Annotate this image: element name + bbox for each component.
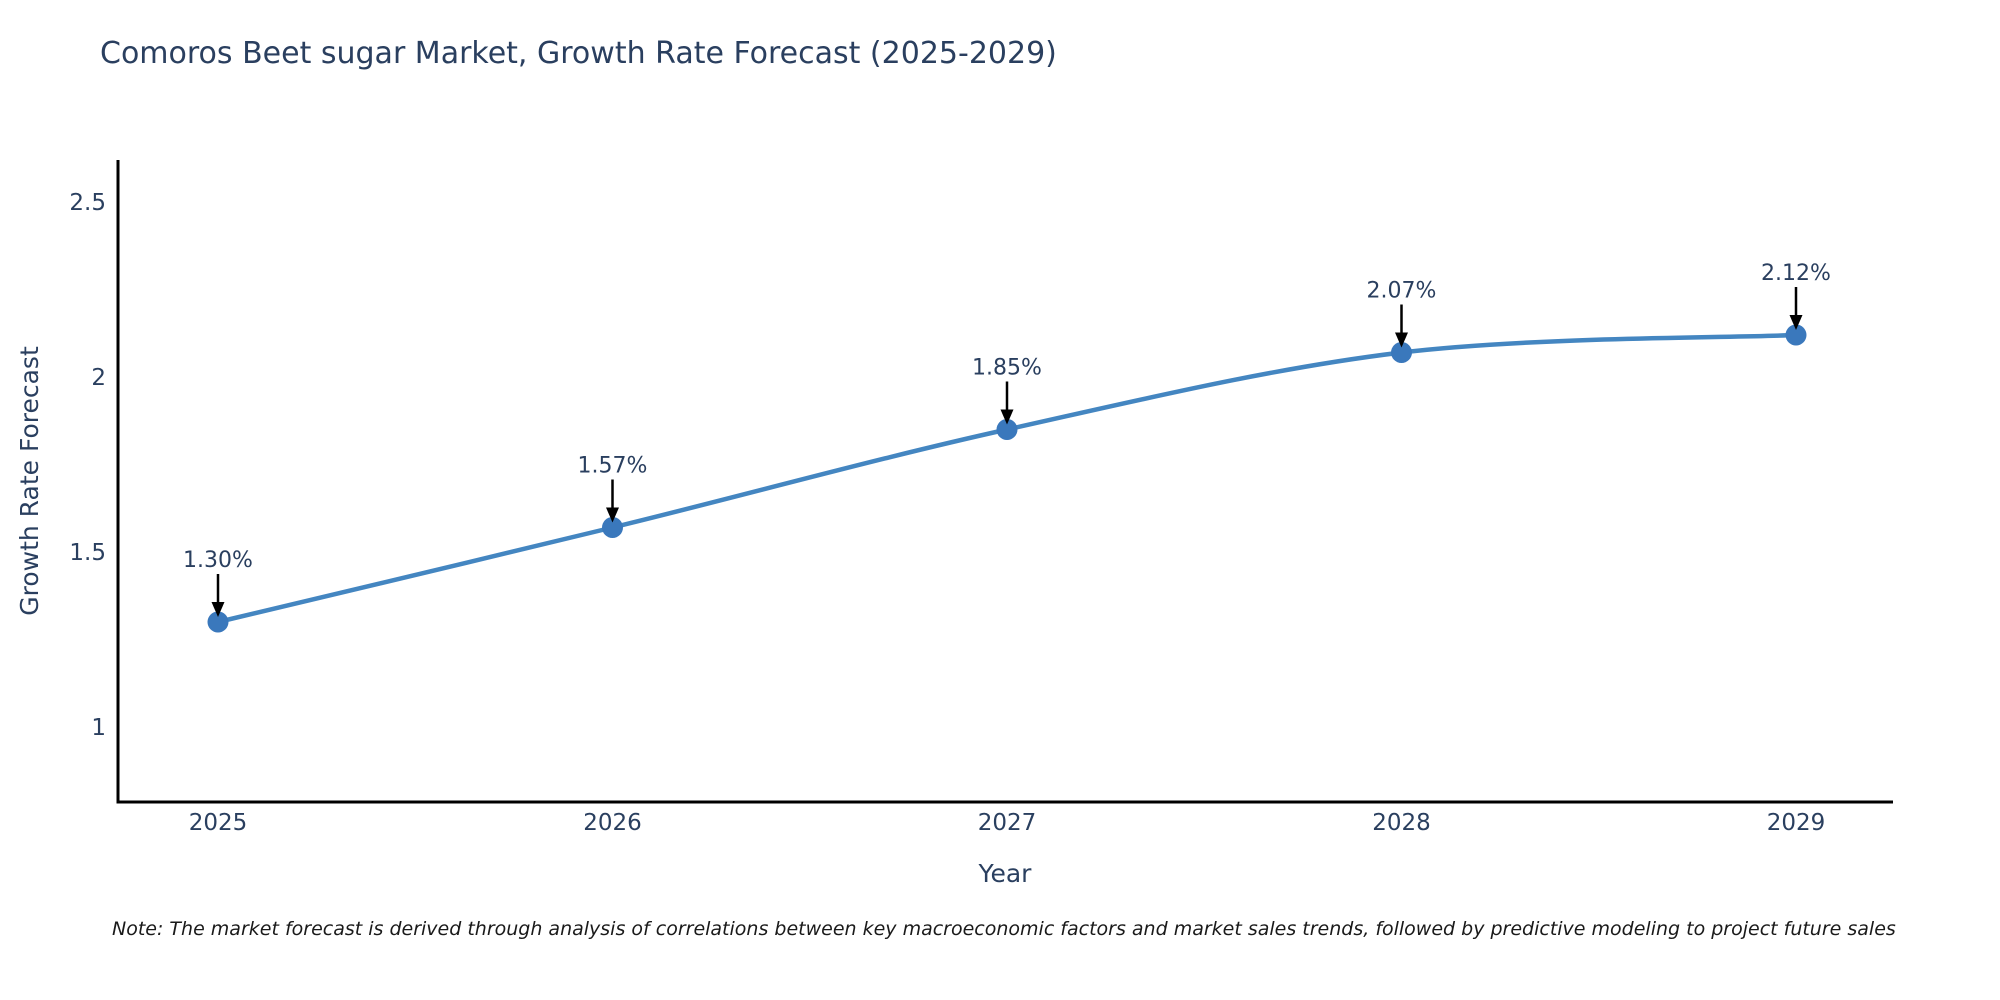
data-point-label: 2.12% [1761, 261, 1831, 286]
data-point-marker[interactable] [602, 517, 623, 538]
data-point-label: 1.30% [183, 548, 253, 573]
data-point-marker[interactable] [1785, 324, 1807, 346]
line-series [207, 324, 1807, 633]
x-axis-title: Year [978, 859, 1033, 888]
chart-title: Comoros Beet sugar Market, Growth Rate F… [100, 36, 1057, 71]
data-point-marker[interactable] [1391, 342, 1412, 363]
annotation-arrowhead [1789, 315, 1803, 330]
axes-layer [116, 160, 1893, 804]
data-point-marker[interactable] [207, 611, 229, 633]
tick-labels-layer: 1 1.5 2 2.5 2025 2026 2027 2028 2029 [69, 190, 1825, 836]
forecast-methodology-note: Note: The market forecast is derived thr… [112, 918, 1896, 940]
y-tick-label: 2.5 [69, 190, 106, 216]
x-tick-label: 2026 [583, 810, 642, 836]
y-tick-label: 1 [91, 715, 106, 741]
annotation-arrowhead [1395, 332, 1408, 348]
x-tick-label: 2028 [1372, 810, 1431, 836]
data-point-label: 1.57% [578, 454, 648, 479]
x-tick-label: 2025 [189, 810, 248, 836]
data-point-marker[interactable] [996, 419, 1018, 440]
data-point-label: 2.07% [1367, 279, 1437, 304]
y-axis-title: Growth Rate Forecast [15, 346, 44, 616]
x-tick-label: 2027 [978, 810, 1037, 836]
y-tick-label: 1.5 [69, 540, 106, 566]
x-tick-label: 2029 [1767, 810, 1826, 836]
y-tick-label: 2 [91, 365, 106, 391]
annotation-arrowhead [1000, 409, 1014, 425]
annotation-arrowhead [606, 507, 619, 523]
data-point-label: 1.85% [972, 356, 1042, 381]
annotations-layer: 1.30% 1.57% 1.85% 2.07% 2.12% [183, 261, 1831, 617]
annotation-arrowhead [211, 602, 225, 617]
